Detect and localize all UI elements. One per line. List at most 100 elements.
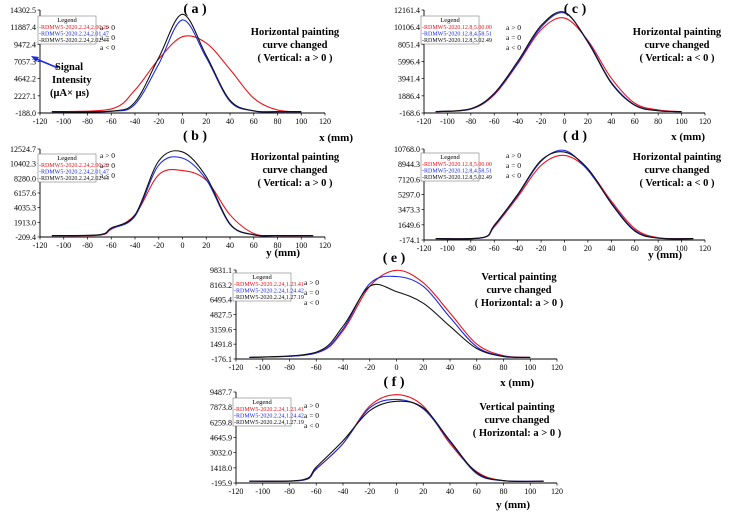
panel-a-title: ( a ): [183, 2, 207, 17]
panel-d-xtick-label: -40: [512, 244, 523, 253]
panel-c-xtick-label: 60: [631, 117, 639, 126]
panel-c-legend-entry: -RDMW5-2020.12.8,5.00.00: [422, 25, 492, 31]
panel-c-condition-label: a < 0: [506, 43, 521, 52]
panel-e-annotation-line: Vertical painting: [481, 272, 557, 283]
panel-b-ytick-label: 6157.6: [14, 189, 36, 198]
panel-e-ytick-label: -176.1: [211, 355, 232, 364]
panel-d-legend-title: Legend: [440, 154, 460, 161]
panel-c-condition-label: a > 0: [506, 23, 521, 32]
panel-e-xtick-label: -80: [284, 363, 295, 372]
panel-c-xtick-label: -100: [440, 117, 455, 126]
panel-b-xtick-label: -40: [130, 241, 141, 250]
panel-c: ( c ) -120 -100 -80 -60 -40 -20 0 20 40 60 80 100 120…: [394, 2, 722, 143]
panel-d-ytick-label: 7120.6: [398, 175, 420, 184]
panel-f-xtick-label: -100: [255, 487, 270, 496]
panel-b: ( b ) -120 -100 -80 -60 -40 -20 0 20 40 60 80 100 120…: [10, 129, 340, 259]
panel-c-ytick-label: -168.6: [399, 109, 420, 118]
panel-a-ytick-label: 14302.5: [10, 6, 36, 15]
panel-d-ytick-label: 5297.0: [398, 191, 420, 200]
panel-a-ytick-label: 9472.4: [14, 40, 36, 49]
panel-c-xtick-label: 40: [607, 117, 615, 126]
panel-d-title: ( d ): [563, 129, 587, 144]
panel-e-xtick-label: -60: [311, 363, 322, 372]
panel-c-ytick-label: 5996.4: [398, 58, 420, 67]
panel-b-xtick-label: 80: [274, 241, 282, 250]
panel-a-xtick-label: -20: [153, 117, 164, 126]
panel-e-legend-entry: -RDMW5-2020.2.24,1.23.41: [234, 282, 304, 288]
panel-e-ytick-label: 4827.5: [210, 311, 232, 320]
panel-a-annotation-line: Horizontal painting: [251, 27, 340, 38]
panel-b-ytick-label: -209.4: [15, 233, 36, 242]
ylabel-line-3: (μA× μs): [50, 88, 90, 99]
panel-a-annotation-line: curve changed: [262, 40, 327, 51]
panel-a-xtick-label: -40: [130, 117, 141, 126]
annotation-arrow-head-icon: [31, 56, 39, 62]
panel-b-legend-entry: -RDMW5-2020.2.24,2.02.44: [39, 176, 109, 182]
panel-e-ytick-label: 8163.2: [210, 281, 232, 290]
panel-e-condition-label: a < 0: [304, 298, 319, 307]
panel-d-xtick-label: -120: [417, 244, 432, 253]
panel-c-ytick-label: 8051.4: [398, 40, 420, 49]
panel-e-xtick-label: -100: [255, 363, 270, 372]
panel-f-annotation-line: Vertical painting: [479, 402, 555, 413]
panel-e-xtick-label: 0: [395, 363, 399, 372]
panel-f-xtick-label: 60: [473, 487, 481, 496]
panel-f-condition-label: a < 0: [304, 421, 319, 430]
panel-c-xtick-label: 20: [584, 117, 592, 126]
panel-e-legend-entry: -RDMW5-2020.2.24,1.24.42: [234, 289, 304, 295]
panel-d-annotation-line: curve changed: [644, 165, 709, 176]
panel-c-annotation-line: ( Vertical: a < 0 ): [639, 53, 715, 64]
panel-f-xtick-label: 40: [446, 487, 454, 496]
panel-a-ytick-label: 7057.3: [14, 58, 36, 67]
panel-d-xtick-label: -60: [489, 244, 500, 253]
panel-b-ytick-label: 12524.7: [10, 145, 36, 154]
panel-d-xtick-label: 20: [584, 244, 592, 253]
y-axis-annotation: Signal Intensity (μA× μs): [31, 56, 92, 99]
panel-e-xtick-label: 40: [446, 363, 454, 372]
panel-a-xtick-label: 40: [226, 117, 234, 126]
panel-f-legend: Legend-RDMW5-2020.2.24,1.23.41 a > 0-RDMW…: [232, 397, 319, 430]
panel-a-series-1-line: [51, 35, 302, 113]
panel-b-ytick-label: 4035.3: [14, 204, 36, 213]
panel-a-ytick-label: 4642.2: [14, 75, 36, 84]
panel-c-legend-entry: -RDMW5-2020.12.8,5.02.49: [422, 38, 492, 44]
panel-f-xtick-label: 20: [419, 487, 427, 496]
panel-f-title: ( f ): [384, 375, 405, 390]
panel-d-legend: Legend-RDMW5-2020.12.8,5.00.00 a > 0 -RDMW…: [420, 151, 521, 182]
panel-e-ytick-label: 9831.1: [210, 266, 232, 275]
panel-b-xtick-label: -60: [106, 241, 117, 250]
panel-a-xtick-label: 20: [202, 117, 210, 126]
panel-f-ytick-label: 3032.0: [210, 449, 232, 458]
panel-f-xtick-label: 0: [395, 487, 399, 496]
panel-f-xtick-label: -20: [364, 487, 375, 496]
panel-a-series-3-line: [51, 13, 302, 113]
panel-c-ytick-label: 12161.4: [394, 6, 420, 15]
panel-b-title: ( b ): [183, 129, 207, 144]
panel-e-xtick-label: -40: [338, 363, 349, 372]
panel-f-annotation-line: ( Horizontal: a > 0 ): [473, 428, 562, 439]
panel-e-annotation-line: ( Horizontal: a > 0 ): [475, 298, 564, 309]
panel-c-legend-entry: -RDMW5-2020.12.8,4.58.51: [422, 32, 492, 38]
panel-a-annotation-line: ( Vertical: a > 0 ): [257, 53, 333, 64]
panel-e-xtick-label: 120: [551, 363, 563, 372]
panel-b-xtick-label: 120: [319, 241, 331, 250]
panel-d-xtick-label: 80: [654, 244, 662, 253]
panel-d-legend-entry: -RDMW5-2020.12.8,4.58.51: [422, 169, 492, 175]
panel-c-title: ( c ): [564, 2, 587, 17]
panel-a-condition-label: a = 0: [100, 33, 115, 42]
panel-d-condition-label: a < 0: [506, 171, 521, 180]
panel-d-xtick-label: 40: [607, 244, 615, 253]
panel-d-xtick-label: -80: [465, 244, 476, 253]
panel-a: ( a ) -120 -100 -80 -60 -40 -20 0 20 40 60 80 100 120…: [10, 2, 353, 144]
panel-f-xtick-label: 80: [500, 487, 508, 496]
panel-d-condition-label: a = 0: [506, 161, 521, 170]
panel-d-legend-entry: -RDMW5-2020.12.8,5.02.49: [422, 175, 492, 181]
panel-b-xtick-label: -80: [82, 241, 93, 250]
panel-e-legend-entry: -RDMW5-2020.2.24,1.27.19: [234, 295, 304, 301]
panel-a-xtick-label: 120: [319, 117, 331, 126]
panel-c-xtick-label: 80: [654, 117, 662, 126]
panel-c-ytick-label: 3941.4: [398, 75, 420, 84]
panel-d-condition-label: a > 0: [506, 151, 521, 160]
panel-a-xtick-label: -60: [106, 117, 117, 126]
